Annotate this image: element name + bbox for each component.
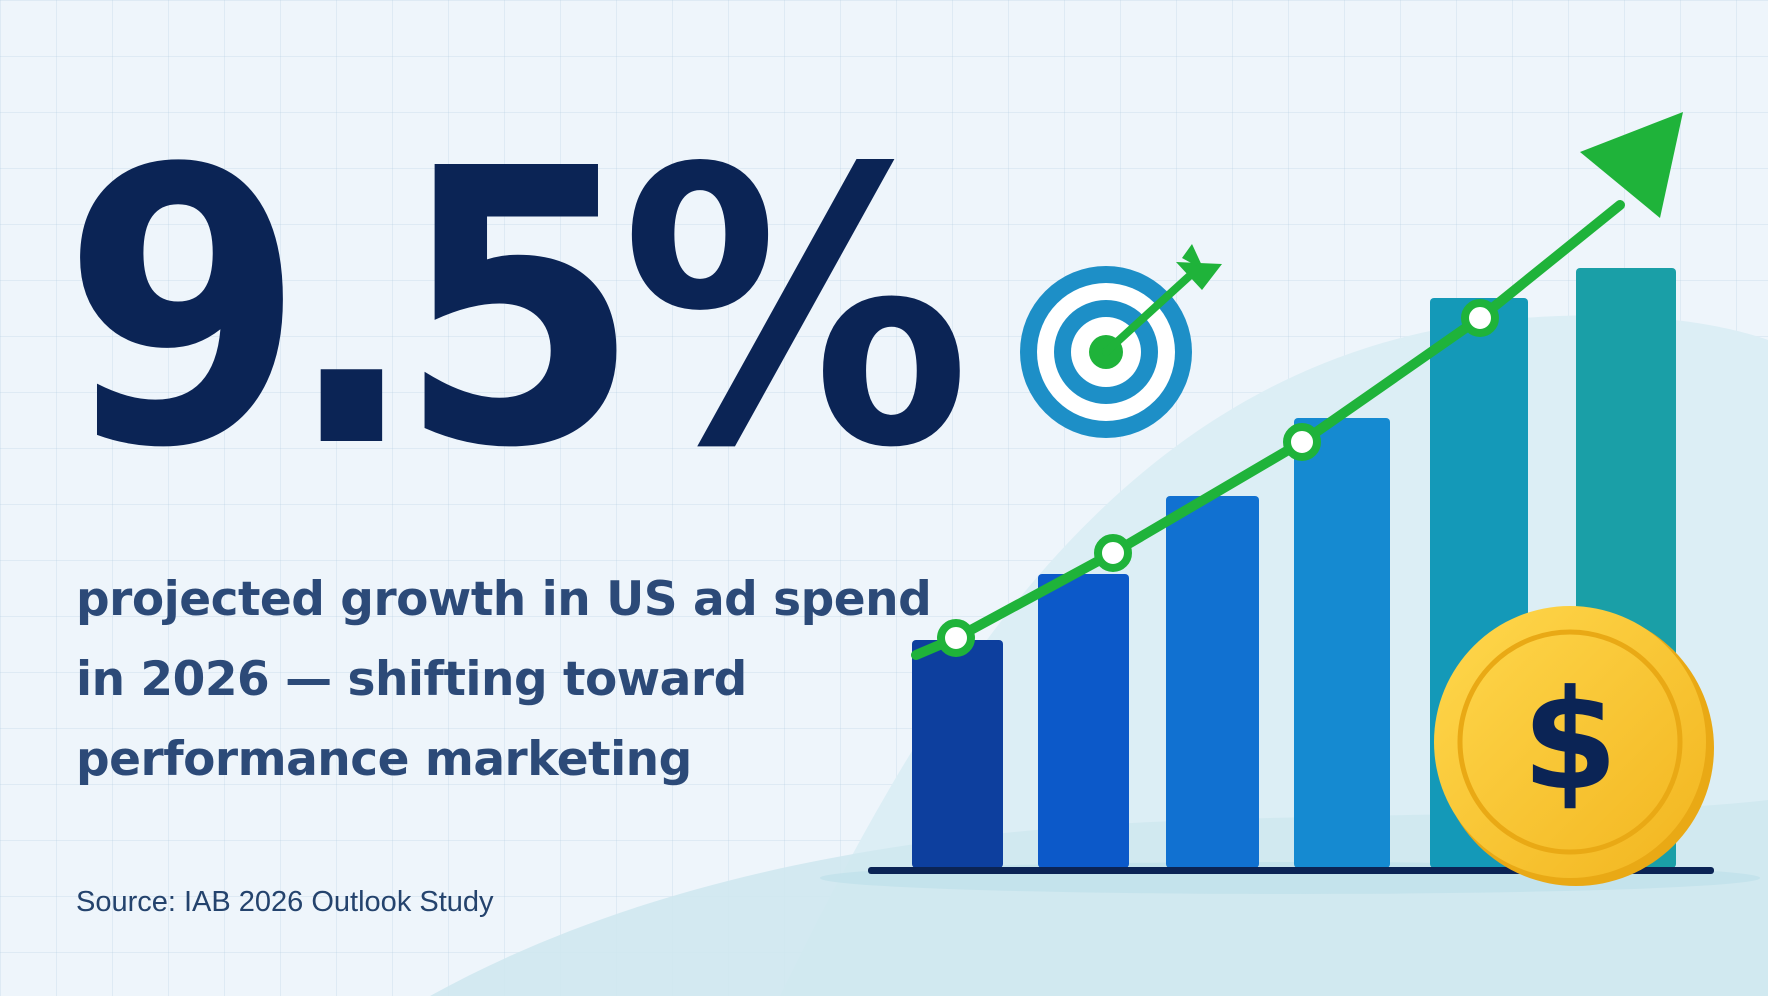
illustration-bar-1 [912, 640, 1003, 868]
chart-baseline [868, 867, 1714, 874]
dollar-coin-icon: $ [1434, 606, 1714, 886]
source-note: Source: IAB 2026 Outlook Study [76, 886, 494, 918]
illustration-bar-3 [1166, 496, 1259, 868]
coin-symbol: $ [1522, 660, 1618, 821]
illustration-bar-4 [1294, 418, 1390, 868]
subtitle-line-2: in 2026 — shifting toward [76, 652, 747, 707]
subtitle-line-1: projected growth in US ad spend [76, 572, 932, 627]
target-icon [1020, 244, 1222, 438]
trend-point [1283, 423, 1321, 461]
illustration-bar-2 [1038, 574, 1129, 868]
headline-stat: 9.5% [62, 88, 971, 531]
trend-point [1461, 299, 1499, 337]
trend-point [1094, 534, 1132, 572]
trend-point [937, 619, 975, 657]
trend-arrow-icon [911, 112, 1683, 660]
subtitle-line-3: performance marketing [76, 732, 692, 787]
subtitle-block: projected growth in US ad spend in 2026 … [76, 560, 932, 800]
